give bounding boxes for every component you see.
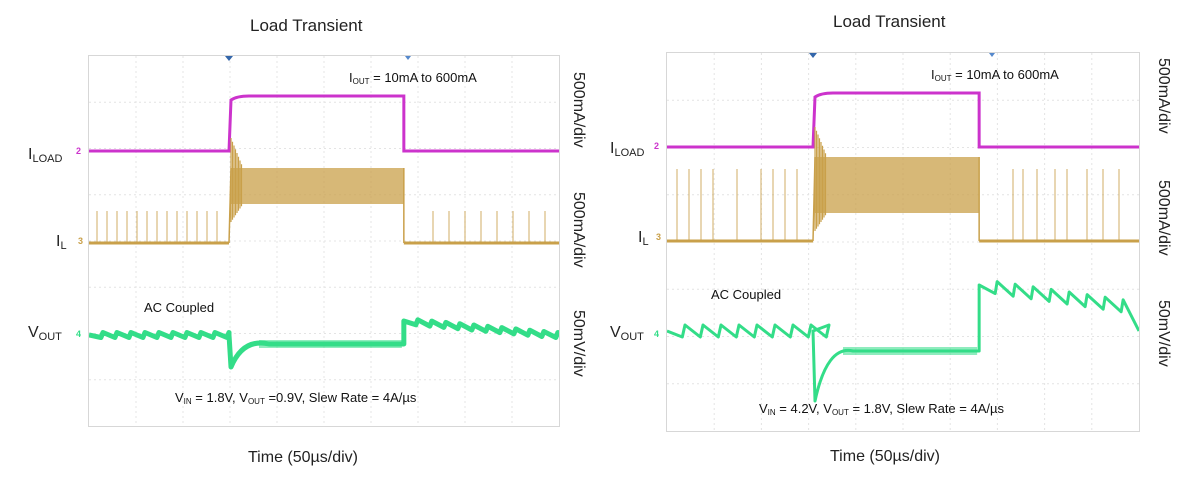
- channel-marker-iload: 2: [654, 141, 660, 151]
- grid: [89, 56, 559, 426]
- channel-label-iload: ILOAD: [610, 140, 645, 159]
- vout-trace: [667, 280, 1139, 403]
- scope-traces: [89, 56, 559, 426]
- scale-label-iload: 500mA/div: [1155, 58, 1172, 134]
- il-envelope: [815, 157, 980, 213]
- chart-title: Load Transient: [833, 12, 946, 31]
- il-ringing: [230, 138, 243, 222]
- scope-traces: [667, 53, 1139, 431]
- channel-label-il: IL: [56, 233, 67, 252]
- conditions-annotation: VIN = 1.8V, VOUT =0.9V, Slew Rate = 4A/µ…: [175, 390, 417, 406]
- vout-load-band: [843, 347, 978, 355]
- iout-annotation: IOUT = 10mA to 600mA: [349, 70, 477, 86]
- il-edge: [228, 167, 232, 244]
- channel-label-vout: VOUT: [28, 324, 62, 343]
- coupling-annotation: AC Coupled: [711, 287, 782, 302]
- chart-panel-left: Load Transient IOUT = 10mA to 600mA AC C…: [0, 0, 590, 482]
- iload-trace: [667, 91, 1139, 149]
- scale-label-il: 500mA/div: [570, 192, 587, 268]
- trigger-marker: [809, 53, 817, 58]
- trigger-marker: [989, 53, 995, 57]
- iout-annotation: IOUT = 10mA to 600mA: [931, 67, 1059, 83]
- il-pulses: [676, 169, 1120, 241]
- il-pulses: [96, 211, 546, 243]
- trigger-marker: [405, 56, 411, 60]
- il-ringing: [814, 127, 827, 231]
- scale-label-il: 500mA/div: [1155, 180, 1172, 256]
- il-envelope: [231, 168, 404, 204]
- conditions-annotation: VIN = 4.2V, VOUT = 1.8V, Slew Rate = 4A/…: [759, 401, 1004, 417]
- il-edge: [812, 156, 816, 242]
- x-axis-label: Time (50µs/div): [248, 449, 358, 466]
- chart-title: Load Transient: [250, 16, 363, 35]
- channel-marker-iload: 2: [76, 146, 82, 156]
- channel-label-iload: ILOAD: [28, 146, 63, 165]
- channel-label-vout: VOUT: [610, 324, 644, 343]
- channel-label-il: IL: [638, 229, 649, 248]
- scale-label-vout: 50mV/div: [570, 310, 587, 377]
- chart-panel-right: Load Transient IOUT = 10mA to 600mA AC C…: [590, 0, 1195, 482]
- channel-marker-vout: 4: [654, 329, 660, 339]
- vout-trace: [89, 317, 559, 370]
- scope-plot: IOUT = 10mA to 600mA AC Coupled VIN = 4.…: [666, 52, 1140, 432]
- scale-label-iload: 500mA/div: [570, 72, 587, 148]
- iload-trace: [89, 94, 559, 153]
- x-axis-label: Time (50µs/div): [830, 448, 940, 465]
- coupling-annotation: AC Coupled: [144, 300, 215, 315]
- scale-label-vout: 50mV/div: [1155, 300, 1172, 367]
- trigger-marker: [225, 56, 233, 61]
- channel-marker-il: 3: [78, 236, 84, 246]
- channel-marker-il: 3: [656, 232, 662, 242]
- vout-load-band: [259, 340, 402, 348]
- channel-marker-vout: 4: [76, 329, 82, 339]
- scope-plot: IOUT = 10mA to 600mA AC Coupled VIN = 1.…: [88, 55, 560, 427]
- grid: [667, 53, 1139, 431]
